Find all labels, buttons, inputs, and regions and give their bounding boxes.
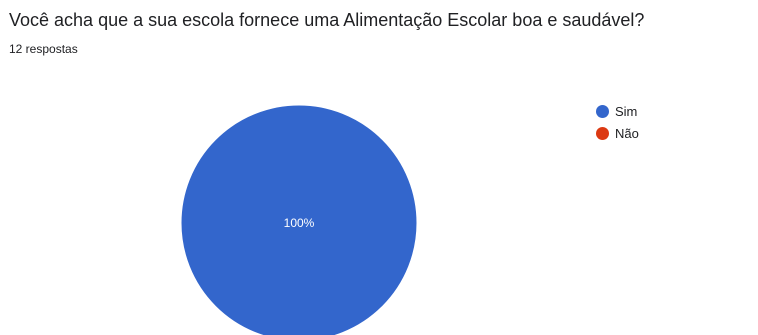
- legend-swatch-nao: [596, 126, 609, 140]
- pie-slice-sim-label: 100%: [284, 216, 315, 230]
- question-title: Você acha que a sua escola fornece uma A…: [9, 10, 645, 30]
- legend-item-sim[interactable]: Sim: [596, 100, 639, 122]
- legend-label-nao: Não: [615, 125, 639, 141]
- legend-item-nao[interactable]: Não: [596, 122, 639, 144]
- legend-swatch-sim: [596, 104, 609, 118]
- pie-slice-sim[interactable]: [180, 104, 418, 335]
- legend-label-sim: Sim: [615, 103, 638, 119]
- chart-legend: Sim Não: [596, 100, 639, 144]
- response-count: 12 respostas: [9, 42, 78, 56]
